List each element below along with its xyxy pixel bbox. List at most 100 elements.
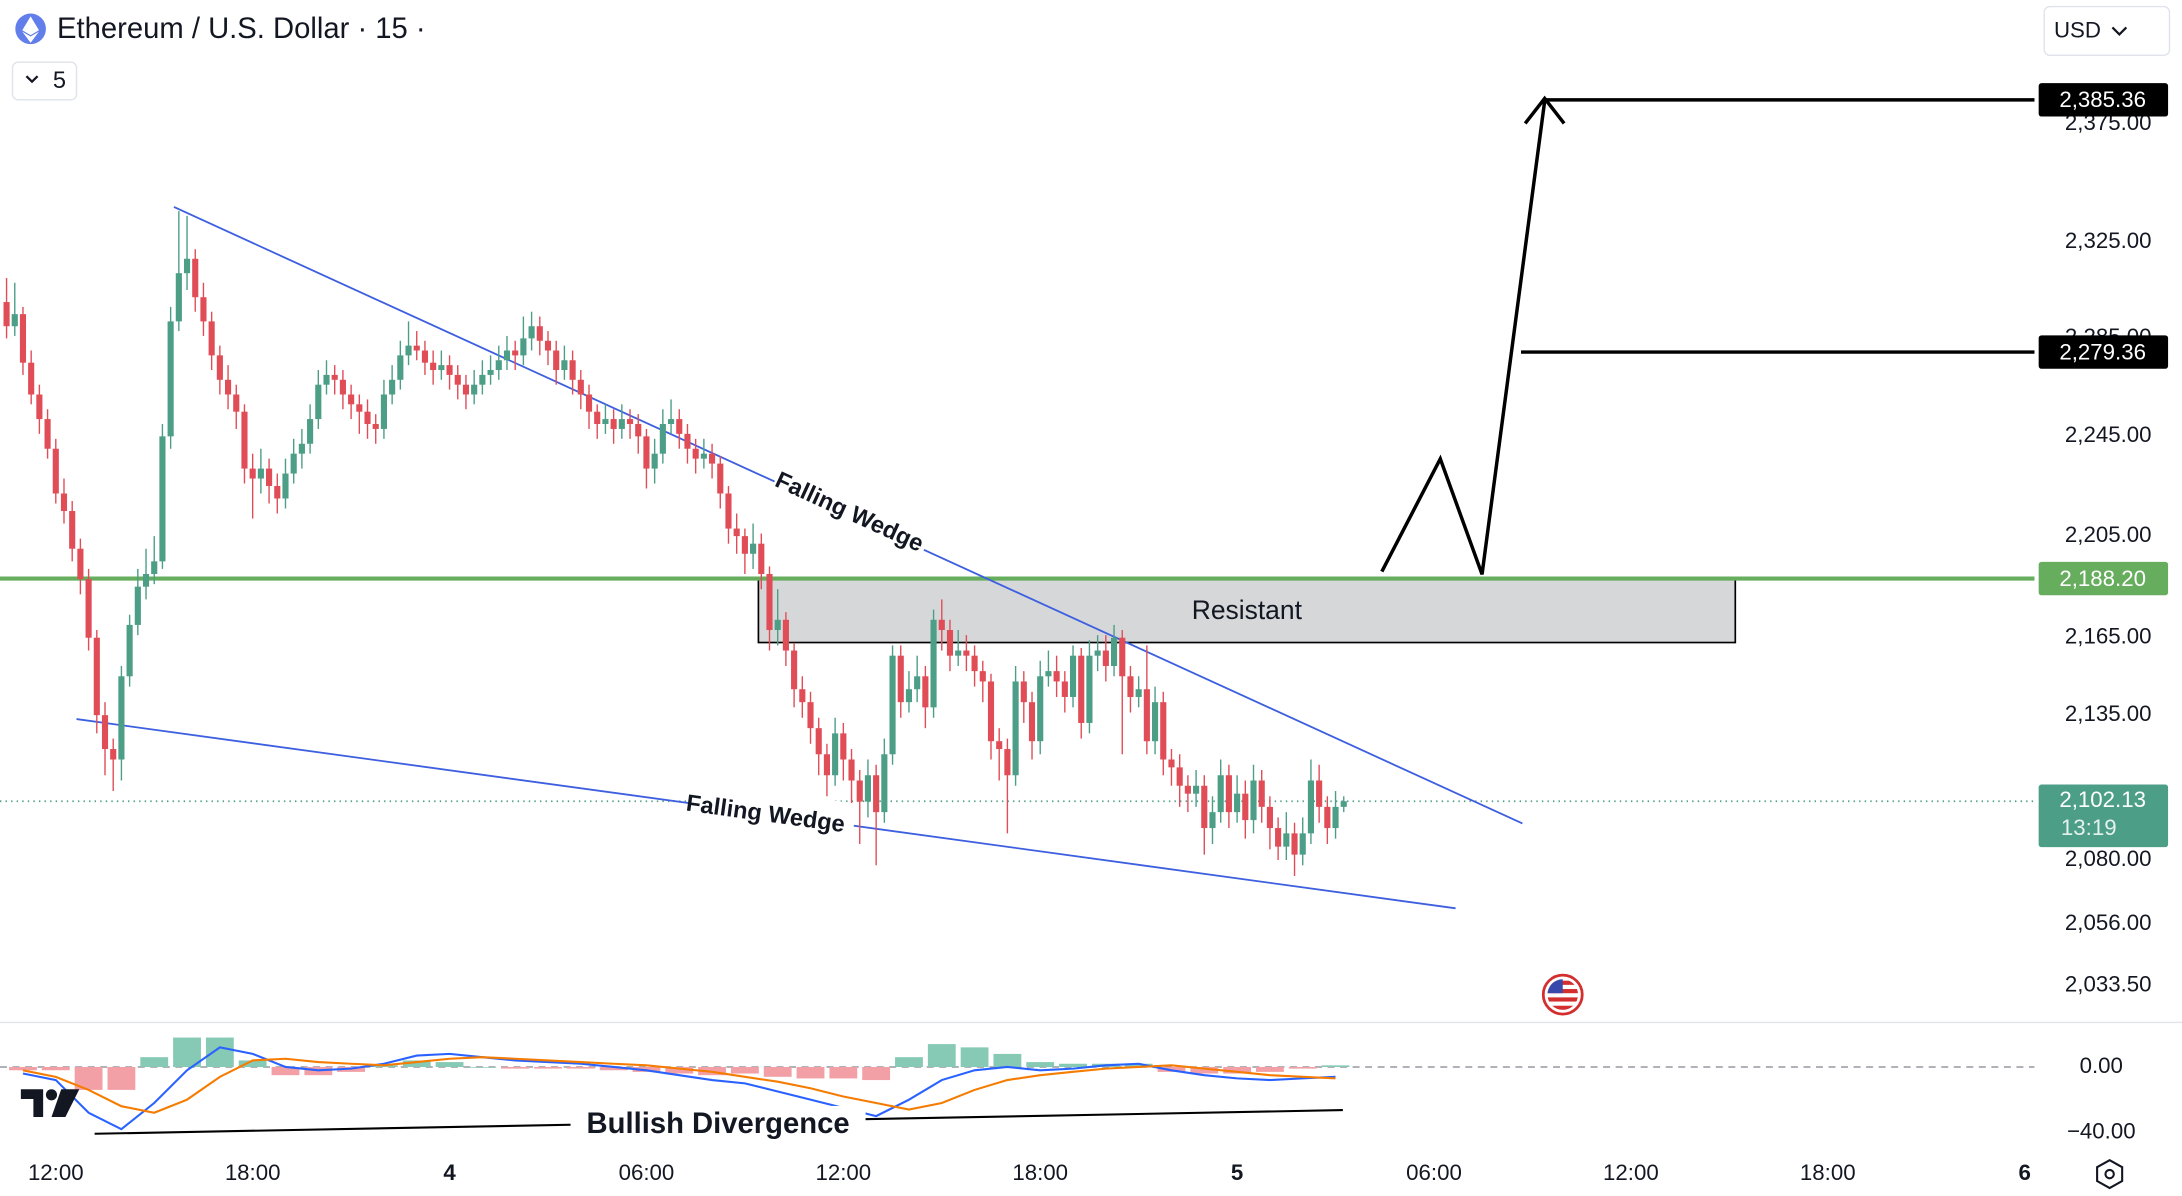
candle-body xyxy=(1332,806,1339,829)
candle-body xyxy=(52,448,59,494)
candle-body xyxy=(1143,689,1150,742)
candle-body xyxy=(438,365,445,371)
candle-body xyxy=(897,655,904,703)
candle-body xyxy=(36,394,43,420)
histogram-bar xyxy=(730,1066,759,1074)
histogram-bar xyxy=(1321,1065,1350,1067)
candle-body xyxy=(1234,793,1241,813)
settings-icon-dot xyxy=(2104,1168,2115,1180)
candle-body xyxy=(717,463,724,494)
candle-body xyxy=(610,419,617,429)
candle-body xyxy=(528,326,535,339)
candle-body xyxy=(1127,676,1134,697)
histogram-bar xyxy=(9,1066,37,1071)
logo xyxy=(20,1089,80,1118)
countdown-label: 13:19 xyxy=(2061,815,2117,840)
candle-body xyxy=(364,411,371,425)
candle-body xyxy=(914,676,921,690)
histogram-bar xyxy=(238,1060,267,1067)
candle-body xyxy=(963,650,970,656)
projection-path xyxy=(1380,100,1547,575)
candle-body xyxy=(126,624,133,677)
y-tick-label: 2,245.00 xyxy=(2065,422,2152,447)
candle-body xyxy=(1258,780,1265,807)
candle-body xyxy=(889,655,896,755)
candle-body xyxy=(750,543,757,554)
candle-body xyxy=(577,379,584,395)
histogram-bar xyxy=(829,1066,858,1079)
level-label: 2,385.36 xyxy=(2059,87,2146,112)
candle-body xyxy=(118,676,125,760)
resistance-zone xyxy=(757,577,1737,644)
histogram-bar xyxy=(993,1053,1022,1067)
candle-body xyxy=(77,548,84,580)
candle-body xyxy=(274,486,281,499)
candle-body xyxy=(339,379,346,395)
candle-body xyxy=(241,411,248,469)
currency-select[interactable] xyxy=(2043,5,2171,56)
candle-body xyxy=(659,424,666,454)
histogram-bar xyxy=(1190,1066,1219,1074)
candle-body xyxy=(1201,785,1208,829)
candle-body xyxy=(257,468,264,479)
candle-body xyxy=(323,374,330,385)
y-tick-label: 2,080.00 xyxy=(2065,846,2152,871)
candle-body xyxy=(602,419,609,425)
y-tick-label: 2,033.50 xyxy=(2065,971,2152,996)
settings-icon[interactable] xyxy=(2096,1159,2124,1190)
candle-body xyxy=(1307,780,1314,834)
histogram-bar xyxy=(960,1047,989,1067)
candle-body xyxy=(881,754,888,813)
candle-body xyxy=(1053,671,1060,682)
candle-body xyxy=(1217,775,1224,813)
candle-body xyxy=(1299,833,1306,855)
candle-body xyxy=(626,419,634,425)
candle-body xyxy=(266,468,273,487)
candle-body xyxy=(200,297,207,322)
histogram-bar xyxy=(1256,1066,1284,1072)
candle-body xyxy=(725,493,732,529)
candle-body xyxy=(791,650,798,690)
candle-body xyxy=(815,728,822,755)
x-tick-label: 4 xyxy=(443,1160,456,1185)
histogram-bar xyxy=(140,1057,169,1067)
histogram-bar xyxy=(1124,1063,1153,1067)
candle-body xyxy=(60,493,68,512)
histogram-bar xyxy=(205,1037,234,1067)
flag-icon xyxy=(1541,973,1584,1016)
histogram-bar xyxy=(1026,1062,1055,1067)
candle-body xyxy=(930,619,937,708)
candle-body xyxy=(183,258,191,274)
histogram-bar xyxy=(1059,1063,1087,1067)
candle-body xyxy=(421,350,429,363)
candle-body xyxy=(1209,812,1216,829)
candle-body xyxy=(1061,681,1068,697)
candle-body xyxy=(85,579,92,638)
candle-body xyxy=(134,586,141,625)
x-tick-label: 5 xyxy=(1231,1160,1243,1185)
candle-body xyxy=(216,355,223,380)
candle-body xyxy=(1184,785,1191,794)
histogram-bar xyxy=(435,1062,464,1067)
candle-body xyxy=(832,733,839,776)
histogram-bar xyxy=(927,1044,956,1067)
indicator-count: 5 xyxy=(53,68,66,94)
candle-body xyxy=(1037,676,1044,742)
candle-body xyxy=(471,384,478,395)
indicator-toggle[interactable] xyxy=(11,61,78,101)
candle-body xyxy=(733,528,740,537)
candle-body xyxy=(1160,702,1167,760)
candle-body xyxy=(249,468,256,479)
candle-body xyxy=(282,473,289,499)
y-tick-label: 2,056.00 xyxy=(2065,910,2152,935)
candle-body xyxy=(1266,806,1273,829)
candle-body xyxy=(758,543,765,574)
candle-body xyxy=(1250,780,1257,821)
candle-body xyxy=(1078,655,1085,723)
candle-body xyxy=(700,453,707,459)
candle-body xyxy=(175,273,182,322)
candle-body xyxy=(430,362,437,371)
candle-body xyxy=(413,345,420,351)
candle-body xyxy=(503,350,511,361)
candle-body xyxy=(553,350,560,371)
